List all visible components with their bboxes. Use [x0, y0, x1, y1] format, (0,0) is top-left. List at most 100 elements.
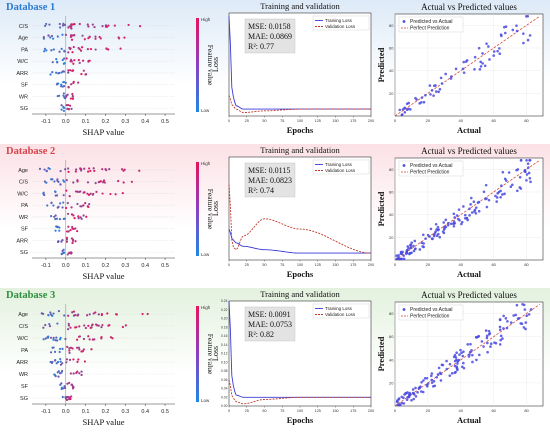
avp-point [494, 341, 498, 345]
shap-feature-label: ARR [16, 71, 28, 77]
shap-point [46, 204, 49, 207]
shap-point [65, 358, 69, 361]
shap-x-tick-label: -0.1 [41, 119, 50, 125]
loss-y-tick-label: 0.16 [221, 334, 228, 338]
shap-point [57, 370, 60, 373]
shap-point [67, 71, 70, 74]
shap-x-tick-label: 0.0 [62, 409, 70, 415]
avp-point [411, 388, 415, 391]
avp-point [430, 381, 434, 384]
shap-point [52, 346, 55, 349]
avp-point [462, 60, 466, 64]
avp-point [409, 243, 412, 247]
loss-title: Training and validation [260, 289, 340, 299]
avp-point [473, 210, 476, 213]
avp-point [529, 180, 532, 184]
avp-point [499, 195, 502, 199]
avp-point [527, 166, 530, 169]
avp-point [448, 362, 452, 366]
shap-point [74, 170, 77, 173]
shap-x-tick-label: 0.4 [141, 409, 149, 415]
shap-point [86, 205, 89, 208]
training-loss-line [228, 228, 371, 254]
shap-point [62, 70, 66, 73]
loss-x-label: Epochs [287, 269, 314, 279]
shap-point [94, 182, 97, 185]
shap-point [76, 179, 79, 182]
loss-x-tick-label: 25 [245, 263, 249, 267]
shap-point [87, 170, 90, 173]
avp-point [424, 237, 427, 240]
shap-point [71, 311, 74, 314]
shap-point [65, 189, 68, 192]
shap-point [56, 35, 59, 38]
shap-point [117, 179, 120, 183]
shap-point [56, 206, 59, 209]
loss-x-tick-label: 150 [332, 263, 338, 267]
shap-point [64, 206, 68, 210]
avp-point [485, 336, 489, 340]
avp-y-label: Predicted [376, 47, 386, 82]
avp-point [477, 46, 481, 50]
validation-loss-line [228, 95, 371, 114]
loss-y-tick-label: 0.10 [221, 360, 228, 364]
shap-point [52, 336, 55, 339]
avp-y-tick-label: 60 [389, 190, 394, 195]
avp-point [496, 49, 499, 53]
loss-x-tick-label: 50 [262, 263, 266, 267]
shap-point [62, 85, 66, 88]
avp-point [425, 376, 429, 380]
shap-point [72, 386, 75, 389]
shap-point [71, 227, 74, 230]
shap-point [57, 375, 60, 378]
shap-x-tick-label: 0.5 [161, 263, 169, 269]
shap-point [55, 71, 58, 74]
avp-point [409, 108, 412, 111]
avp-point [444, 72, 447, 76]
avp-point [528, 158, 532, 162]
shap-point [127, 23, 130, 27]
avp-point [525, 173, 529, 176]
avp-point [462, 366, 466, 370]
shap-feature-label: SG [20, 396, 28, 402]
shap-point [78, 61, 81, 64]
shap-point [68, 195, 71, 198]
shap-point [75, 168, 78, 171]
avp-point [455, 365, 459, 369]
loss-x-tick-label: 0 [228, 263, 230, 267]
avp-point [434, 230, 437, 233]
shap-point [83, 167, 86, 170]
shap-point [48, 325, 52, 328]
avp-legend [398, 304, 464, 321]
shap-point [67, 26, 70, 29]
shap-point [50, 361, 54, 365]
shap-point [72, 81, 75, 85]
metrics-box [244, 18, 296, 54]
shap-point [66, 212, 70, 215]
avp-point [471, 360, 474, 364]
avp-point [495, 196, 499, 199]
shap-point [93, 25, 96, 29]
shap-point [58, 26, 62, 29]
shap-point [138, 169, 141, 172]
avp-point [471, 353, 474, 357]
avp-point [475, 358, 478, 362]
avp-point [437, 228, 440, 231]
shap-feature-label: PA [21, 47, 28, 53]
shap-point [106, 312, 109, 315]
shap-point [86, 23, 89, 26]
avp-point [521, 303, 524, 306]
shap-point [69, 60, 72, 63]
legend-validation-label: Validation Loss [325, 312, 356, 317]
avp-point [477, 200, 481, 204]
avp-point [442, 231, 446, 235]
avp-point [489, 345, 492, 348]
loss-x-label: Epochs [287, 125, 314, 135]
shap-point [122, 169, 125, 172]
avp-point [522, 32, 525, 35]
shap-point [70, 213, 74, 216]
shap-point [69, 252, 73, 255]
shap-feature-label: Age [18, 312, 28, 318]
loss-x-tick-label: 25 [245, 119, 249, 123]
shap-point [65, 238, 68, 241]
